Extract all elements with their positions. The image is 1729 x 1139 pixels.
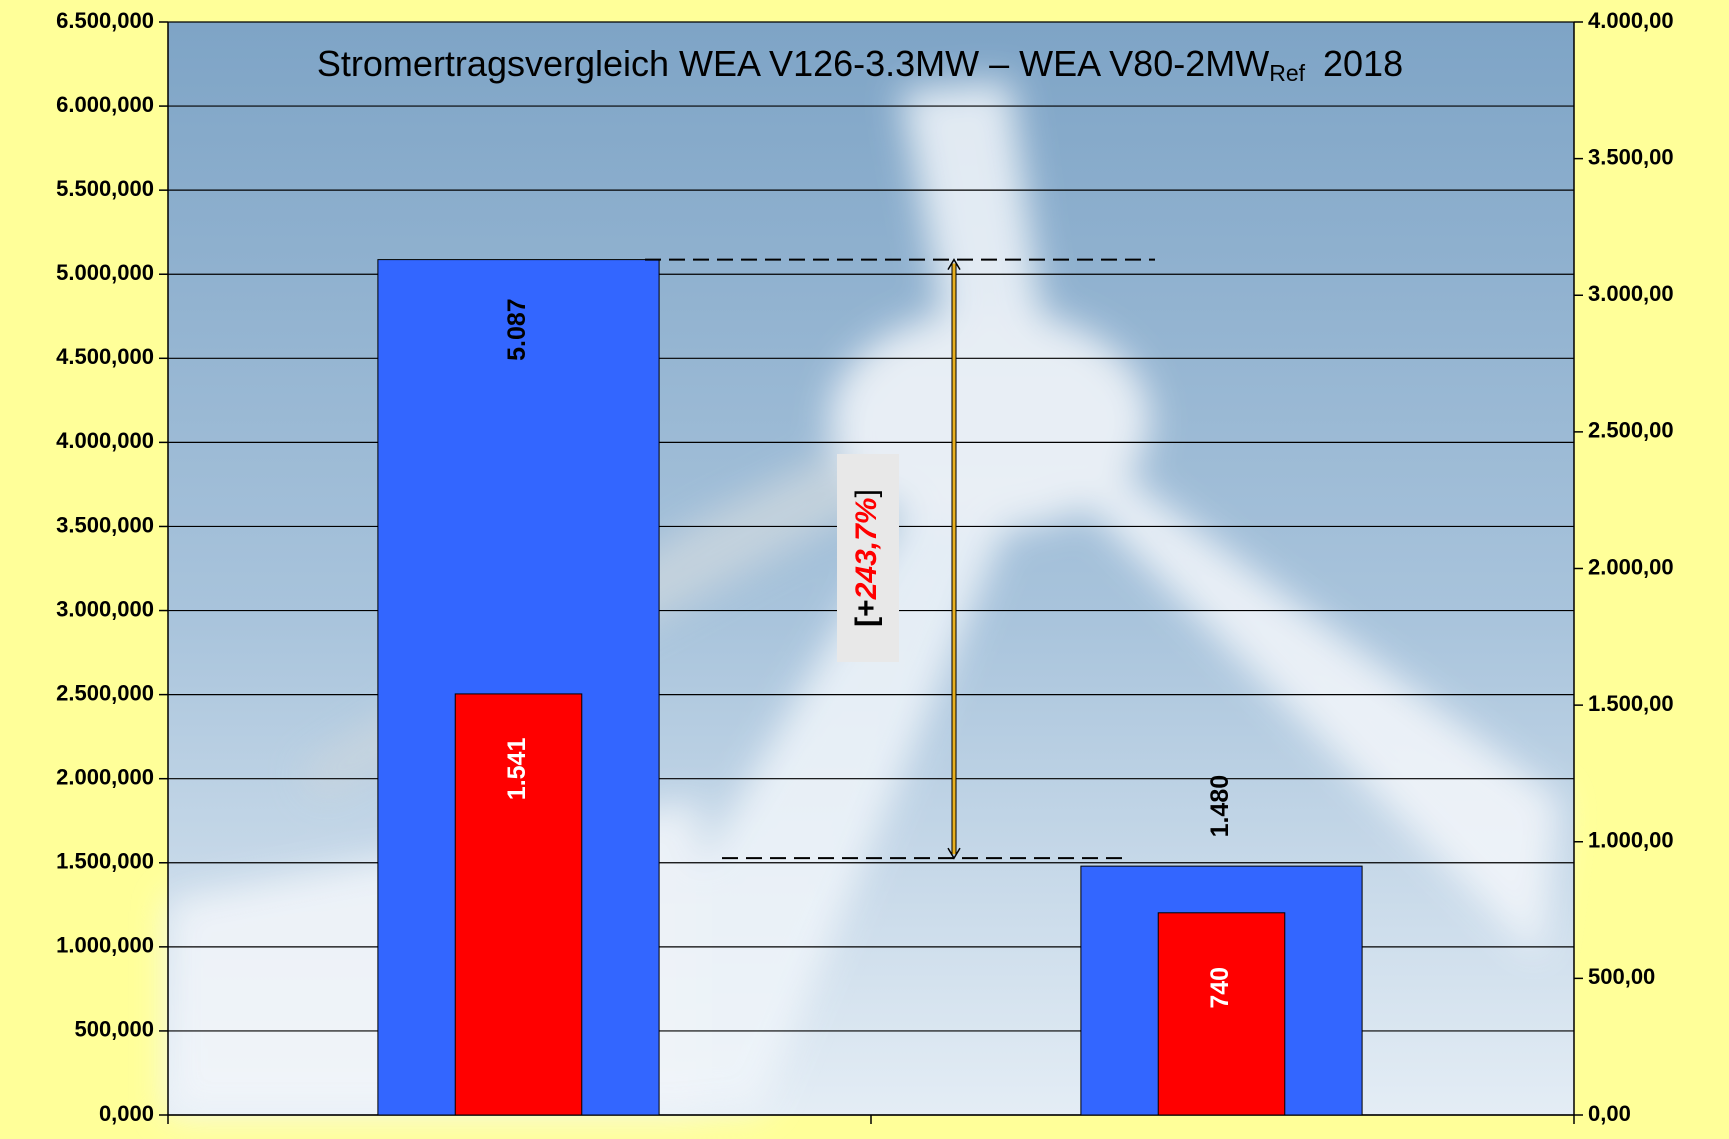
y-tick-label: 500,000	[74, 1017, 154, 1042]
page: Stromertragsvergleich WEA V126-3.3MW – W…	[0, 0, 1729, 1139]
y-tick-label: 5.500,000	[56, 176, 154, 201]
value-label: 740	[1206, 967, 1234, 1009]
annotation-close: ]	[850, 489, 883, 497]
y-tick-label: 4.000,000	[56, 428, 154, 453]
y-tick-label: 6.000,000	[56, 92, 154, 117]
y2-tick-label: 0,00	[1588, 1101, 1631, 1126]
y-tick-label: 3.000,000	[56, 596, 154, 621]
y2-tick-label: 4.000,00	[1588, 8, 1674, 33]
y-tick-label: 4.500,000	[56, 344, 154, 369]
annotation: [+243,7%]	[850, 489, 883, 627]
y-tick-label: 1.500,000	[56, 849, 154, 874]
value-label: 1.480	[1206, 775, 1234, 838]
annotation-open: [+	[850, 599, 883, 627]
title-subscript: Ref	[1269, 60, 1305, 86]
y2-tick-label: 500,00	[1588, 964, 1655, 989]
y-tick-label: 2.500,000	[56, 680, 154, 705]
y2-tick-label: 1.000,00	[1588, 828, 1674, 853]
bar	[1158, 913, 1285, 1115]
y2-tick-label: 3.000,00	[1588, 281, 1674, 306]
y-tick-label: 1.000,000	[56, 933, 154, 958]
title-suffix: 2018	[1323, 43, 1403, 84]
y2-tick-label: 2.500,00	[1588, 418, 1674, 443]
chart-title: Stromertragsvergleich WEA V126-3.3MW – W…	[317, 43, 1403, 87]
y-tick-label: 5.000,000	[56, 260, 154, 285]
y-tick-label: 6.500,000	[56, 8, 154, 33]
y2-tick-label: 1.500,00	[1588, 691, 1674, 716]
y2-tick-label: 3.500,00	[1588, 144, 1674, 169]
y-tick-label: 0,000	[99, 1101, 154, 1126]
y-tick-label: 3.500,000	[56, 512, 154, 537]
annotation-value: 243,7%	[850, 498, 883, 601]
title-main: Stromertragsvergleich WEA V126-3.3MW – W…	[317, 43, 1269, 84]
value-label: 1.541	[503, 738, 531, 801]
chart: Stromertragsvergleich WEA V126-3.3MW – W…	[0, 0, 1729, 1139]
value-label: 5.087	[503, 298, 531, 361]
y2-tick-label: 2.000,00	[1588, 554, 1674, 579]
y-tick-label: 2.000,000	[56, 765, 154, 790]
